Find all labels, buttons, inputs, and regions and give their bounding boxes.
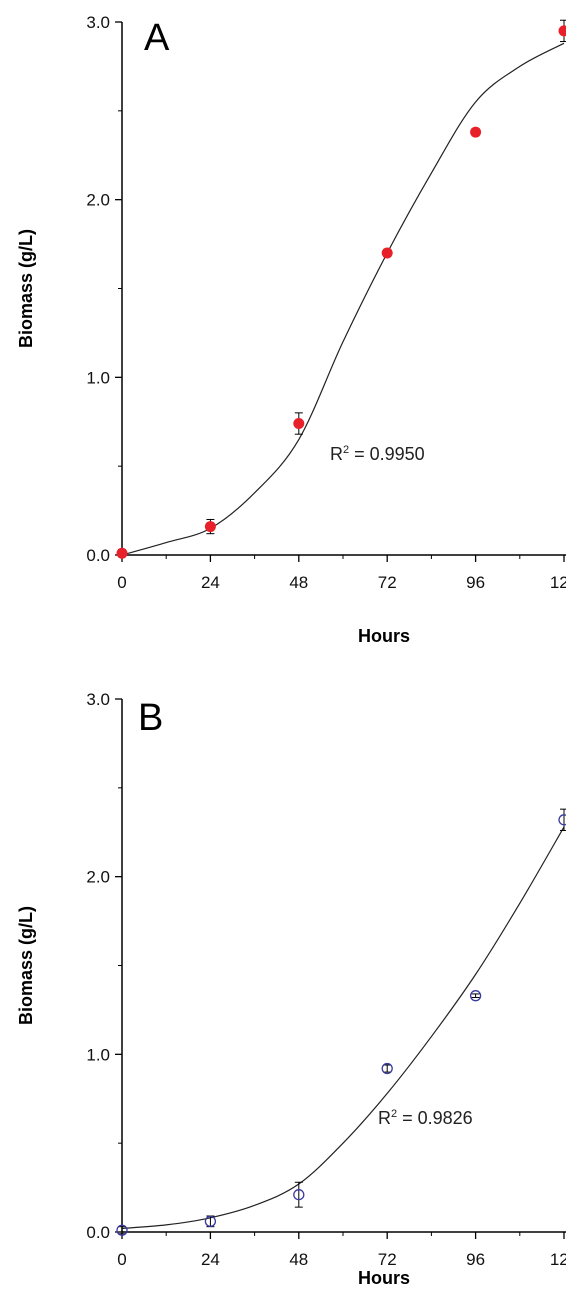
y-axis-title: Biomass (g/L) xyxy=(16,229,36,348)
y-tick-label: 3.0 xyxy=(86,13,110,32)
x-axis-title: Hours xyxy=(358,1268,410,1288)
fit-curve xyxy=(121,826,565,1230)
r-squared-symbol: R xyxy=(378,1108,391,1128)
r-squared-annotation: R2 = 0.9950 xyxy=(330,444,425,464)
x-tick-label: 96 xyxy=(466,1250,485,1269)
panel-b: 0 24 48 72 96 120 0.0 1.0 2.0 3.0 Hours Biomass (g/… xyxy=(16,690,566,1288)
panel-label: B xyxy=(138,697,163,739)
r-squared-exponent: 2 xyxy=(343,444,349,456)
y-tick-label: 1.0 xyxy=(86,368,110,387)
x-axis-title: Hours xyxy=(358,626,410,646)
y-tick-label: 0.0 xyxy=(86,546,110,565)
x-tick-label: 24 xyxy=(201,1250,220,1269)
data-point xyxy=(204,1215,217,1227)
data-point xyxy=(293,418,305,430)
y-tick-label: 2.0 xyxy=(86,868,110,887)
panel-label: A xyxy=(144,17,170,59)
data-point xyxy=(469,990,482,1002)
data-point xyxy=(558,25,566,37)
y-axis-title: Biomass (g/L) xyxy=(16,906,36,1025)
x-tick-label: 72 xyxy=(378,1250,397,1269)
data-point xyxy=(116,547,128,559)
x-tick-label: 96 xyxy=(466,573,485,592)
x-tick-label: 0 xyxy=(117,573,126,592)
x-tick-label: 48 xyxy=(289,573,308,592)
x-tick-label: 72 xyxy=(378,573,397,592)
data-point xyxy=(381,247,393,259)
r-squared-annotation: R2 = 0.9826 xyxy=(378,1108,473,1128)
x-tick-label: 120 xyxy=(550,573,566,592)
x-tick-label: 0 xyxy=(117,1250,126,1269)
r-squared-symbol: R xyxy=(330,444,343,464)
data-point xyxy=(204,521,216,533)
x-tick-label: 48 xyxy=(289,1250,308,1269)
data-point xyxy=(470,126,482,138)
panel-a: 0 24 48 72 96 120 0.0 1.0 2.0 3.0 Hours Biomass (g/… xyxy=(16,13,566,646)
data-point xyxy=(558,814,566,826)
x-tick-label: 24 xyxy=(201,573,220,592)
y-tick-label: 1.0 xyxy=(86,1045,110,1064)
y-tick-label: 2.0 xyxy=(86,191,110,210)
r-squared-value: = 0.9826 xyxy=(397,1108,473,1128)
data-point xyxy=(293,1189,305,1201)
data-point xyxy=(116,1224,128,1236)
r-squared-exponent: 2 xyxy=(391,1108,397,1120)
fit-curve xyxy=(121,42,565,556)
data-point xyxy=(381,1062,393,1075)
y-tick-label: 3.0 xyxy=(86,690,110,709)
y-tick-label: 0.0 xyxy=(86,1223,110,1242)
x-tick-label: 120 xyxy=(550,1250,566,1269)
r-squared-value: = 0.9950 xyxy=(349,444,425,464)
